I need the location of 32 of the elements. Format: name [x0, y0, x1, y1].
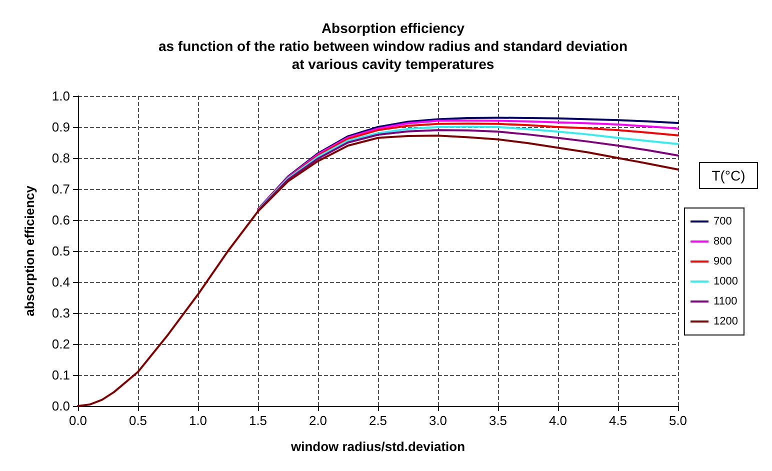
y-tick-label: 0.5	[52, 244, 70, 258]
chart-title: Absorption efficiency as function of the ratio between window radius and standard deviation at various cavity temperatures	[158, 20, 628, 72]
x-tick-label: 2.0	[308, 413, 328, 428]
y-tick-label: 0.6	[52, 212, 70, 228]
y-tick-label: 1.0	[52, 88, 70, 104]
x-tick-label: 3.0	[428, 413, 448, 428]
legend-label: 700	[714, 216, 732, 228]
y-tick-label: 0.4	[52, 274, 70, 290]
legend-title: T(°C)	[712, 168, 746, 184]
x-tick-label: 2.5	[368, 413, 388, 428]
legend-label: 1200	[714, 316, 738, 328]
x-tick-label: 1.5	[248, 413, 268, 428]
x-tick-label: 1.0	[188, 413, 208, 428]
y-tick-label: 0.3	[52, 306, 70, 320]
y-tick-label: 0.7	[52, 182, 70, 196]
x-tick-label: 5.0	[668, 413, 688, 428]
y-tick-label: 0.1	[52, 368, 70, 382]
x-tick-label: 4.0	[548, 413, 568, 428]
legend-label: 1100	[714, 296, 738, 308]
x-tick-label: 4.5	[608, 413, 628, 428]
x-axis-title: window radius/std.deviation	[290, 439, 466, 454]
x-tick-label: 0.0	[68, 413, 88, 428]
legend-label: 1000	[714, 276, 738, 288]
y-tick-label: 0.0	[52, 398, 70, 414]
y-axis-title: absorption efficiency	[22, 184, 37, 316]
y-tick-label: 0.2	[52, 336, 70, 352]
x-tick-label: 3.5	[488, 413, 508, 428]
y-tick-label: 0.8	[52, 150, 70, 166]
legend-label: 900	[714, 256, 732, 268]
legend-label: 800	[714, 236, 732, 248]
y-tick-label: 0.9	[52, 120, 70, 134]
x-tick-label: 0.5	[128, 413, 148, 428]
